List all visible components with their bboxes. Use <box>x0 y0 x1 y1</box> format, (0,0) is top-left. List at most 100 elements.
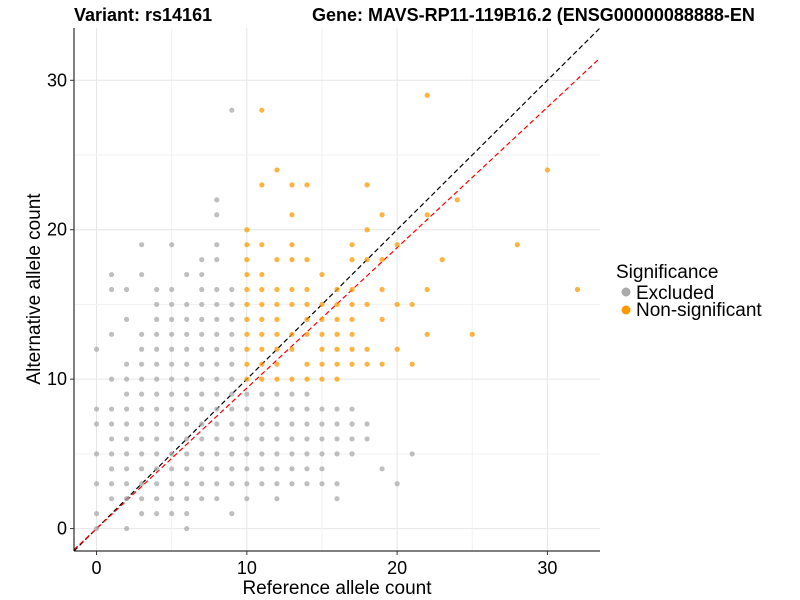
point-excluded <box>124 361 130 367</box>
point-excluded <box>199 346 205 352</box>
point-excluded <box>184 361 190 367</box>
point-non-significant <box>289 331 295 337</box>
point-excluded <box>274 391 280 397</box>
point-non-significant <box>334 376 340 382</box>
point-excluded <box>108 331 115 337</box>
point-excluded <box>304 466 310 472</box>
point-non-significant <box>319 376 325 382</box>
point-excluded <box>124 481 130 487</box>
point-excluded <box>199 286 205 293</box>
point-non-significant <box>349 286 355 293</box>
point-excluded <box>154 406 160 412</box>
point-excluded <box>184 496 190 502</box>
point-excluded <box>139 511 145 517</box>
point-excluded <box>229 361 235 367</box>
point-excluded <box>229 331 235 337</box>
point-non-significant <box>364 182 370 188</box>
point-excluded <box>184 525 190 532</box>
point-excluded <box>184 391 190 397</box>
point-non-significant <box>304 331 310 337</box>
point-excluded <box>108 421 115 427</box>
point-excluded <box>214 316 220 322</box>
point-non-significant <box>394 346 400 352</box>
point-excluded <box>274 496 280 502</box>
point-excluded <box>93 346 100 352</box>
point-excluded <box>169 406 175 412</box>
point-excluded <box>199 331 205 337</box>
point-excluded <box>274 466 280 472</box>
point-excluded <box>214 197 220 203</box>
point-excluded <box>108 451 115 457</box>
point-non-significant <box>289 301 295 308</box>
point-excluded <box>169 376 175 382</box>
point-excluded <box>184 301 190 308</box>
point-excluded <box>139 331 145 337</box>
point-excluded <box>229 301 235 308</box>
point-non-significant <box>319 271 325 278</box>
point-excluded <box>304 406 310 412</box>
point-non-significant <box>334 361 340 367</box>
point-excluded <box>124 421 130 427</box>
point-non-significant <box>439 257 445 263</box>
point-non-significant <box>304 361 310 367</box>
point-excluded <box>349 421 355 427</box>
point-excluded <box>214 496 220 502</box>
point-excluded <box>93 451 100 457</box>
point-excluded <box>154 286 160 293</box>
point-excluded <box>259 481 265 487</box>
point-excluded <box>259 436 265 442</box>
point-excluded <box>184 436 190 442</box>
point-excluded <box>274 406 280 412</box>
point-excluded <box>93 406 100 412</box>
point-non-significant <box>289 346 295 352</box>
point-non-significant <box>379 361 385 367</box>
point-excluded <box>289 436 295 442</box>
legend-label-excluded: Excluded <box>636 283 714 304</box>
point-excluded <box>108 271 115 278</box>
point-excluded <box>229 466 235 472</box>
point-excluded <box>229 346 235 352</box>
data-points <box>93 92 581 532</box>
point-non-significant <box>259 331 265 337</box>
point-non-significant <box>244 331 250 337</box>
point-non-significant <box>274 331 280 337</box>
point-excluded <box>229 451 235 457</box>
y-tick-label: 20 <box>47 220 67 240</box>
point-non-significant <box>424 286 430 293</box>
point-non-significant <box>274 301 280 308</box>
point-excluded <box>364 421 370 427</box>
point-excluded <box>289 451 295 457</box>
point-excluded <box>199 301 205 308</box>
point-excluded <box>214 376 220 382</box>
point-non-significant <box>259 301 265 308</box>
point-non-significant <box>379 212 385 218</box>
point-excluded <box>334 451 340 457</box>
x-tick-label: 20 <box>387 558 407 578</box>
point-excluded <box>93 511 100 517</box>
point-excluded <box>274 421 280 427</box>
point-non-significant <box>364 227 370 233</box>
point-excluded <box>214 451 220 457</box>
point-excluded <box>364 436 370 442</box>
point-excluded <box>169 511 175 517</box>
point-excluded <box>154 316 160 322</box>
point-excluded <box>349 451 355 457</box>
point-excluded <box>154 331 160 337</box>
point-non-significant <box>274 257 280 263</box>
point-excluded <box>169 496 175 502</box>
point-excluded <box>124 406 130 412</box>
point-excluded <box>214 346 220 352</box>
axes <box>73 28 600 552</box>
point-excluded <box>139 376 145 382</box>
point-non-significant <box>424 92 430 98</box>
point-non-significant <box>259 286 265 293</box>
point-excluded <box>169 346 175 352</box>
x-tick-labels: 0 10 20 30 <box>92 551 557 578</box>
point-non-significant <box>364 257 370 263</box>
point-excluded <box>214 242 220 248</box>
point-non-significant <box>349 316 355 322</box>
point-excluded <box>169 391 175 397</box>
point-excluded <box>184 406 190 412</box>
point-excluded <box>319 466 325 472</box>
point-excluded <box>169 466 175 472</box>
